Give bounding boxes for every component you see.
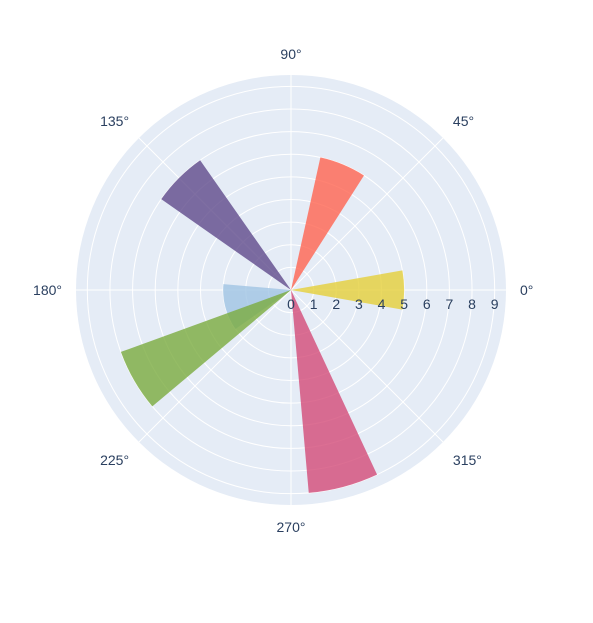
angular-tick-label: 0° [520,282,533,298]
radial-tick-label: 5 [400,296,408,312]
angular-gridline [290,137,444,291]
angular-tick-label: 315° [453,452,482,468]
angular-tick-label: 225° [100,452,129,468]
radial-tick-label: 9 [491,296,499,312]
radial-tick-label: 2 [332,296,340,312]
angular-tick-label: 90° [280,46,301,62]
radial-tick-label: 4 [378,296,386,312]
polar-bar [291,290,378,493]
polar-bar [161,160,291,290]
radial-tick-label: 1 [310,296,318,312]
radial-tick-label: 3 [355,296,363,312]
polar-bar [120,290,291,407]
polar-bar [291,270,405,310]
radial-tick-label: 7 [446,296,454,312]
angular-tick-label: 45° [453,113,474,129]
radial-tick-label: 8 [468,296,476,312]
angular-tick-label: 270° [277,519,306,535]
angular-axis-ticks: 0° 45° 90° 135° 180° 225° 270° 315° [33,46,533,535]
radial-tick-label: 6 [423,296,431,312]
angular-gridline [138,289,292,443]
radial-tick-label: 0 [287,296,295,312]
angular-tick-label: 135° [100,113,129,129]
angular-tick-label: 180° [33,282,62,298]
polar-bar [291,157,364,290]
angular-gridline [290,289,444,443]
polar-bars [120,157,405,493]
